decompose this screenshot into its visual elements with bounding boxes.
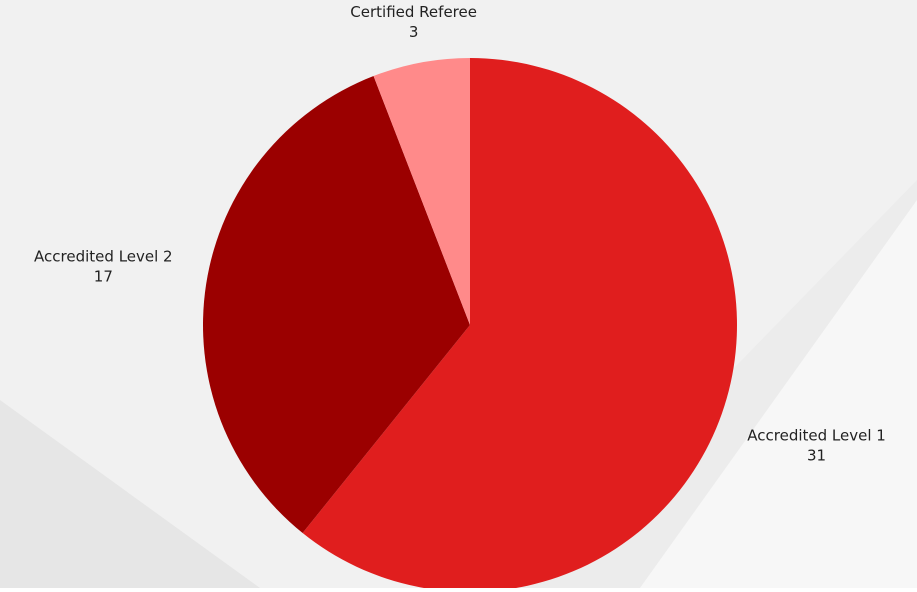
pie-slice: [302, 58, 737, 592]
slice-value: 3: [409, 23, 419, 41]
slice-label: Certified Referee: [350, 3, 477, 21]
slice-label: Accredited Level 2: [34, 248, 173, 266]
pie-slice: [373, 58, 470, 325]
pie-slice: [203, 76, 470, 534]
background-shape: [640, 200, 917, 588]
slice-value: 17: [94, 268, 113, 286]
slice-label: Accredited Level 1: [747, 427, 886, 445]
slice-value: 31: [807, 447, 826, 465]
background-shape: [0, 400, 260, 588]
